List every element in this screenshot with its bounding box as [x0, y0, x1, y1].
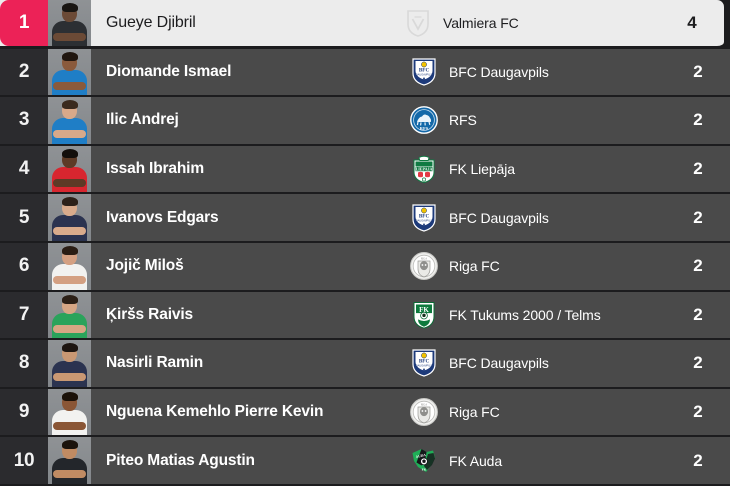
fk-auda-crest-icon: AUDA FK: [409, 446, 439, 476]
scorer-row[interactable]: 10 Piteo Matias Agustin AUDA FK FK Auda: [0, 437, 730, 486]
club-cell: LIEPAJA FK Liepāja: [409, 154, 674, 184]
club-cell: FK FK Tukums 2000 / Telms: [409, 300, 674, 330]
player-photo: [48, 145, 91, 193]
club-name: BFC Daugavpils: [449, 209, 549, 226]
club-cell: RFS RFS: [409, 105, 674, 135]
scorer-row[interactable]: 9 Nguena Kemehlo Pierre Kevin RIGA Riga: [0, 388, 730, 438]
svg-text:FK: FK: [419, 306, 429, 314]
player-photo: [48, 97, 91, 144]
club-name: FK Tukums 2000 / Telms: [449, 306, 601, 323]
player-name: Diomande Ismael: [106, 62, 232, 80]
player-photo: [48, 242, 91, 290]
club-name: FK Auda: [449, 452, 503, 469]
rank-badge: 1: [0, 0, 48, 46]
svg-text:FK: FK: [422, 467, 427, 471]
player-name: Nasirli Ramin: [106, 354, 204, 372]
bfc-daugavpils-crest-icon: BFC DAUGAVPILS: [409, 348, 439, 378]
club-name: Riga FC: [449, 404, 500, 421]
player-photo: [48, 437, 91, 484]
rank-badge: 4: [0, 145, 48, 193]
rank-badge: 9: [0, 388, 48, 436]
goals-count: 4: [687, 12, 697, 32]
player-name: Gueye Djibril: [106, 13, 196, 31]
rfs-crest-icon: RFS: [409, 105, 439, 135]
fk-tukums-crest-icon: FK: [409, 300, 439, 330]
club-cell: BFC DAUGAVPILS BFC Daugavpils: [409, 203, 674, 233]
club-name: BFC Daugavpils: [449, 63, 549, 80]
goals-count: 2: [693, 402, 703, 422]
riga-fc-crest-icon: RIGA: [409, 251, 439, 281]
rank-badge: 8: [0, 340, 48, 387]
rank-badge: 2: [0, 48, 48, 96]
svg-text:AUDA: AUDA: [415, 453, 426, 459]
goals-count: 2: [693, 304, 703, 324]
player-photo: [48, 194, 91, 241]
bfc-daugavpils-crest-icon: BFC DAUGAVPILS: [409, 203, 439, 233]
goals-count: 2: [693, 353, 703, 373]
svg-text:DAUGAVPILS: DAUGAVPILS: [416, 218, 433, 222]
svg-text:BFC: BFC: [419, 359, 430, 365]
scorer-row[interactable]: 3 Ilic Andrej RFS RFS 2: [0, 97, 730, 146]
player-photo: [48, 48, 91, 96]
goals-count: 2: [693, 110, 703, 130]
player-name: Piteo Matias Agustin: [106, 451, 255, 469]
svg-text:RIGA: RIGA: [421, 403, 427, 406]
club-name: BFC Daugavpils: [449, 355, 549, 372]
scorer-row[interactable]: 1 Gueye Djibril Valmiera FC 4: [0, 0, 724, 49]
svg-text:LIEPAJA: LIEPAJA: [416, 166, 433, 171]
fk-liepaja-crest-icon: LIEPAJA: [409, 154, 439, 184]
club-cell: BFC DAUGAVPILS BFC Daugavpils: [409, 57, 674, 87]
svg-text:BFC: BFC: [419, 67, 430, 73]
scorer-row[interactable]: 6 Jojič Miloš RIGA Riga FC 2: [0, 242, 730, 292]
scorer-row[interactable]: 5 Ivanovs Edgars BFC DAUGAVPILS BFC Daug…: [0, 194, 730, 243]
scorer-row[interactable]: 4 Issah Ibrahim LIEPAJA FK Liep: [0, 145, 730, 195]
club-cell: RIGA Riga FC: [409, 251, 674, 281]
player-name: Ilic Andrej: [106, 111, 179, 129]
player-photo: [48, 340, 91, 387]
player-name: Ķiršs Raivis: [106, 305, 193, 323]
club-name: FK Liepāja: [449, 161, 515, 178]
svg-text:BFC: BFC: [419, 213, 430, 219]
club-name: Riga FC: [449, 258, 500, 275]
club-cell: Valmiera FC: [403, 8, 668, 38]
scorer-row[interactable]: 8 Nasirli Ramin BFC DAUGAVPILS BFC Dauga…: [0, 340, 730, 389]
player-name: Issah Ibrahim: [106, 160, 204, 178]
svg-text:RIGA: RIGA: [421, 258, 427, 261]
club-cell: AUDA FK FK Auda: [409, 446, 674, 476]
bfc-daugavpils-crest-icon: BFC DAUGAVPILS: [409, 57, 439, 87]
player-photo: [48, 291, 91, 339]
player-photo: [48, 388, 91, 436]
svg-text:RFS: RFS: [420, 127, 429, 132]
rank-badge: 10: [0, 437, 48, 484]
player-photo: [48, 0, 91, 46]
club-name: Valmiera FC: [443, 14, 519, 31]
player-name: Nguena Kemehlo Pierre Kevin: [106, 403, 324, 421]
player-name: Ivanovs Edgars: [106, 208, 219, 226]
goals-count: 2: [693, 159, 703, 179]
svg-text:DAUGAVPILS: DAUGAVPILS: [416, 72, 433, 76]
goals-count: 2: [693, 61, 703, 81]
rank-badge: 7: [0, 291, 48, 339]
club-cell: RIGA Riga FC: [409, 397, 674, 427]
rank-badge: 3: [0, 97, 48, 144]
scorer-row[interactable]: 7 Ķiršs Raivis FK FK Tukums 2000 / Telms: [0, 291, 730, 341]
rank-badge: 6: [0, 242, 48, 290]
valmiera-crest-icon: [403, 8, 433, 38]
goals-count: 2: [693, 207, 703, 227]
goals-count: 2: [693, 450, 703, 470]
scorer-row[interactable]: 2 Diomande Ismael BFC DAUGAVPILS BFC Dau…: [0, 48, 730, 98]
club-cell: BFC DAUGAVPILS BFC Daugavpils: [409, 348, 674, 378]
svg-text:DAUGAVPILS: DAUGAVPILS: [416, 364, 433, 368]
riga-fc-crest-icon: RIGA: [409, 397, 439, 427]
player-name: Jojič Miloš: [106, 257, 184, 275]
goals-count: 2: [693, 256, 703, 276]
rank-badge: 5: [0, 194, 48, 241]
club-name: RFS: [449, 112, 477, 129]
